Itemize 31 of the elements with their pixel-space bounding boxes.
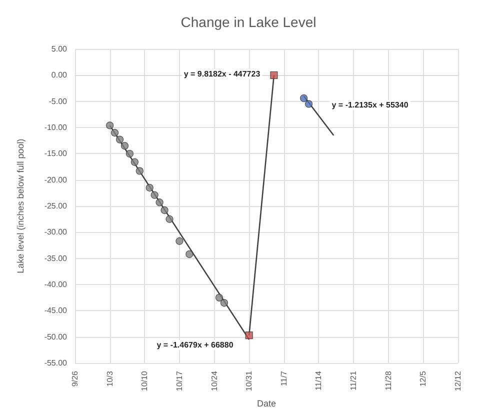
x-tick-label: 11/7 [279, 370, 288, 386]
x-tick-label: 10/3 [105, 370, 114, 387]
x-tick-label: 12/12 [454, 370, 462, 392]
y-tick-label: -40.00 [44, 280, 68, 290]
x-tick-label: 10/31 [244, 370, 254, 392]
y-tick-label: -35.00 [44, 254, 68, 263]
x-tick-label: 11/21 [349, 370, 358, 391]
x-axis-title: Date [256, 398, 276, 408]
annotation: y = 9.8182x - 447723 [184, 70, 261, 78]
y-tick-label: -55.00 [44, 358, 68, 368]
y-tick-label: 5.00 [51, 44, 68, 54]
x-tick-label: 11/14 [314, 370, 324, 391]
x-tick-label: 11/28 [384, 370, 393, 391]
y-tick-label: -15.00 [44, 149, 68, 158]
y-axis-title: Lake level (inches below full pool) [16, 138, 26, 274]
y-tick-label: -20.00 [44, 175, 68, 184]
y-tick-label: 0.00 [51, 70, 68, 80]
chart-title: Change in Lake Level [180, 14, 316, 30]
y-tick-label: -25.00 [44, 202, 68, 211]
x-tick-label: 10/24 [210, 370, 219, 392]
annotation: y = -1.2135x + 55340 [332, 100, 409, 110]
y-tick-label: -10.00 [44, 123, 68, 132]
y-tick-label: -5.00 [48, 96, 68, 106]
x-tick-label: 12/5 [418, 370, 428, 387]
y-tick-label: -30.00 [44, 228, 68, 237]
x-tick-label: 10/10 [140, 370, 150, 392]
annotation: y = -1.4679x + 66880 [156, 340, 234, 350]
x-tick-label: 10/17 [174, 370, 184, 392]
x-tick-label: 9/26 [70, 370, 80, 387]
y-tick-label: -50.00 [44, 332, 68, 342]
y-tick-label: -45.00 [44, 306, 68, 316]
